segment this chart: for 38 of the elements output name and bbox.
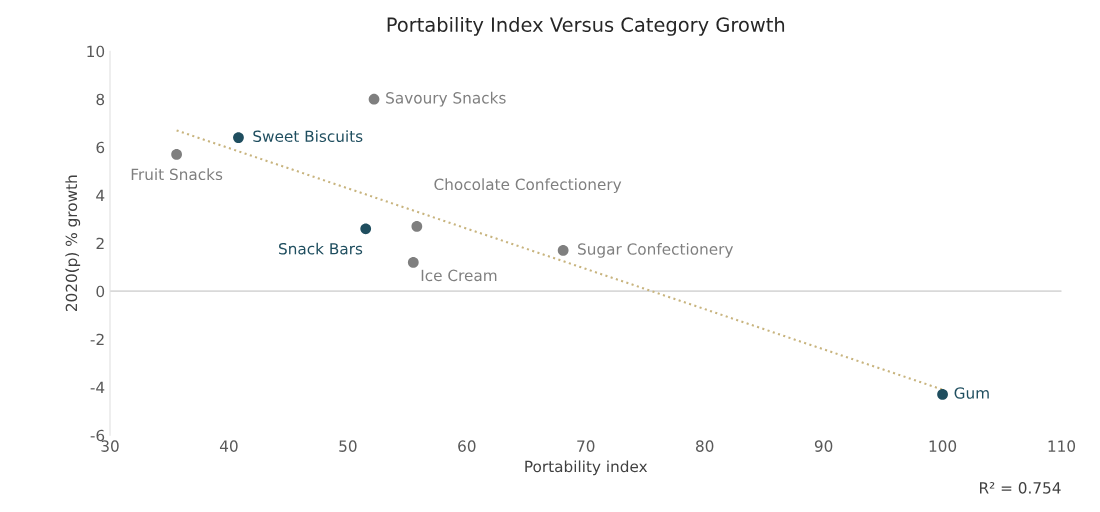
x-tick-label: 90 xyxy=(814,440,833,452)
point xyxy=(360,223,372,235)
series-label: Savoury Snacks xyxy=(386,91,506,107)
x-tick-label: 40 xyxy=(219,440,238,452)
series-label: Fruit Snacks xyxy=(131,168,223,181)
y-tick-label: -6 xyxy=(90,429,105,442)
y-tick-label: 8 xyxy=(96,93,105,106)
x-tick-label: 80 xyxy=(696,440,714,452)
series-label: Sugar Confectionery xyxy=(578,243,734,258)
y-tick-label: 0 xyxy=(96,285,105,298)
point xyxy=(233,132,244,143)
y-tick-label: -2 xyxy=(90,333,104,345)
x-tick-label: 60 xyxy=(458,440,476,452)
y-tick-label: 4 xyxy=(96,189,105,201)
y-tick-label: 10 xyxy=(87,45,105,58)
x-tick-label: 70 xyxy=(577,440,595,452)
x-tick-label: 50 xyxy=(339,440,357,452)
text: R² = 0.754 xyxy=(980,482,1061,494)
y-axis-title: 2020(p) % growth xyxy=(65,175,81,312)
point xyxy=(171,149,182,160)
x-tick-label: 110 xyxy=(1048,440,1076,452)
series-label: Snack Bars xyxy=(279,242,363,255)
point xyxy=(368,93,380,105)
y-tick-label: 6 xyxy=(96,141,105,154)
series-label: Ice Cream xyxy=(421,269,497,282)
y-tick-label: 2 xyxy=(96,237,104,249)
x-tick-label: 30 xyxy=(101,440,119,452)
point xyxy=(557,245,569,256)
point xyxy=(407,257,419,268)
text: Chocolate Confectionery xyxy=(434,178,622,194)
y-tick-label: -4 xyxy=(90,381,105,393)
x-tick-label: 100 xyxy=(929,440,957,452)
series-label: Sweet Biscuits xyxy=(253,130,363,143)
x-axis-title: Portability index xyxy=(525,460,648,476)
chart-title: Portability Index Versus Category Growth xyxy=(387,16,785,36)
point xyxy=(937,389,948,400)
series-label: Gum xyxy=(954,387,989,399)
point xyxy=(411,221,423,232)
